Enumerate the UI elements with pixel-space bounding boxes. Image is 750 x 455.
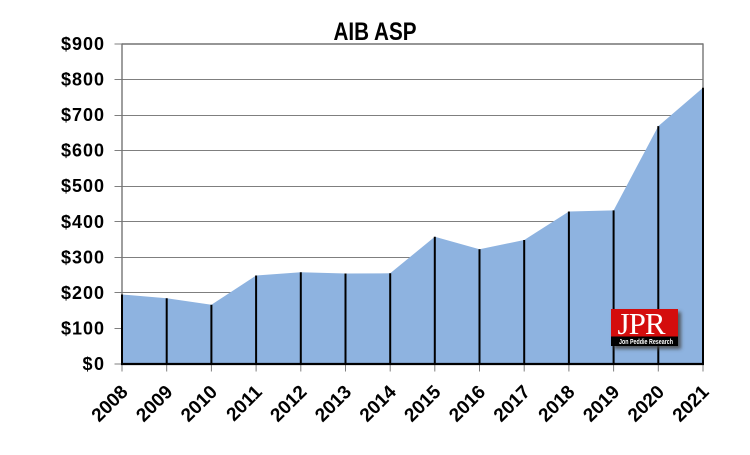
svg-text:$500: $500 [61, 176, 104, 196]
svg-text:$600: $600 [61, 141, 104, 161]
svg-text:$400: $400 [61, 212, 104, 232]
svg-text:$100: $100 [61, 318, 104, 338]
svg-text:$700: $700 [61, 105, 104, 125]
svg-text:$300: $300 [61, 247, 104, 267]
svg-text:$200: $200 [61, 283, 104, 303]
svg-text:AIB ASP: AIB ASP [334, 18, 417, 46]
svg-text:$900: $900 [61, 34, 104, 54]
svg-text:JPR: JPR [618, 306, 666, 341]
svg-text:$0: $0 [83, 354, 105, 374]
svg-text:$800: $800 [61, 70, 104, 90]
svg-text:Jon Peddie Research: Jon Peddie Research [619, 339, 673, 346]
